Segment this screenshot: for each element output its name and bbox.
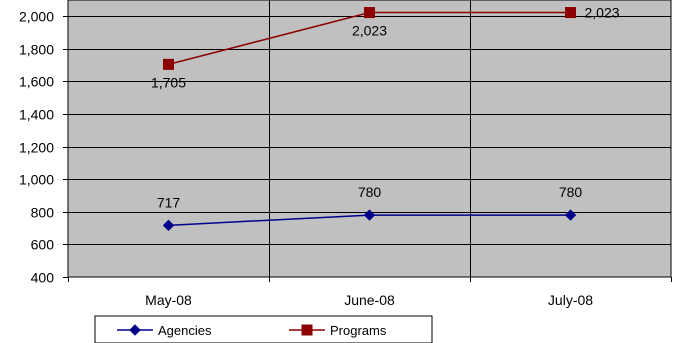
programs-data-label: 1,705: [151, 74, 186, 90]
programs-data-label: 2,023: [352, 23, 387, 39]
agencies-data-label: 780: [559, 184, 583, 200]
series-lines: [162, 7, 577, 232]
gridlines: [68, 0, 671, 277]
programs-point: [163, 58, 174, 70]
agencies-data-label: 717: [157, 194, 181, 210]
y-tick-label: 1,000: [19, 172, 54, 188]
agencies-point: [363, 209, 376, 221]
y-tick-label: 1,600: [19, 74, 54, 90]
x-axis-tick-labels: May-08 June-08 July-08: [145, 292, 593, 308]
y-tick-label: 400: [31, 270, 55, 286]
programs-data-label: 2,023: [585, 5, 620, 21]
axes: [63, 16, 672, 282]
programs-legend-marker: [301, 324, 313, 336]
programs-point: [364, 7, 375, 19]
agencies-legend-label: Agencies: [158, 323, 212, 338]
agencies-point: [162, 219, 175, 232]
plot-area: [67, 0, 672, 278]
legend: Agencies Programs: [94, 315, 433, 343]
y-tick-label: 1,400: [19, 107, 54, 123]
y-tick-label: 1,800: [19, 42, 54, 58]
y-tick-label: 800: [31, 205, 55, 221]
y-tick-label: 1,200: [19, 140, 54, 156]
data-labels: 717 780 780 1,705 2,023 2,023: [151, 5, 620, 211]
x-tick-label: July-08: [548, 292, 593, 308]
programs-point: [565, 7, 576, 19]
agencies-data-label: 780: [358, 184, 382, 200]
y-tick-label: 2,000: [19, 9, 54, 25]
y-tick-label: 600: [31, 237, 55, 253]
agencies-legend-marker: [129, 324, 141, 336]
programs-legend-label: Programs: [330, 323, 387, 338]
agencies-point: [564, 209, 577, 221]
y-axis-tick-labels: 400 600 800 1,000 1,200 1,400 1,600 1,800 2,000: [19, 9, 54, 286]
x-tick-label: June-08: [344, 292, 395, 308]
x-tick-label: May-08: [145, 292, 192, 308]
